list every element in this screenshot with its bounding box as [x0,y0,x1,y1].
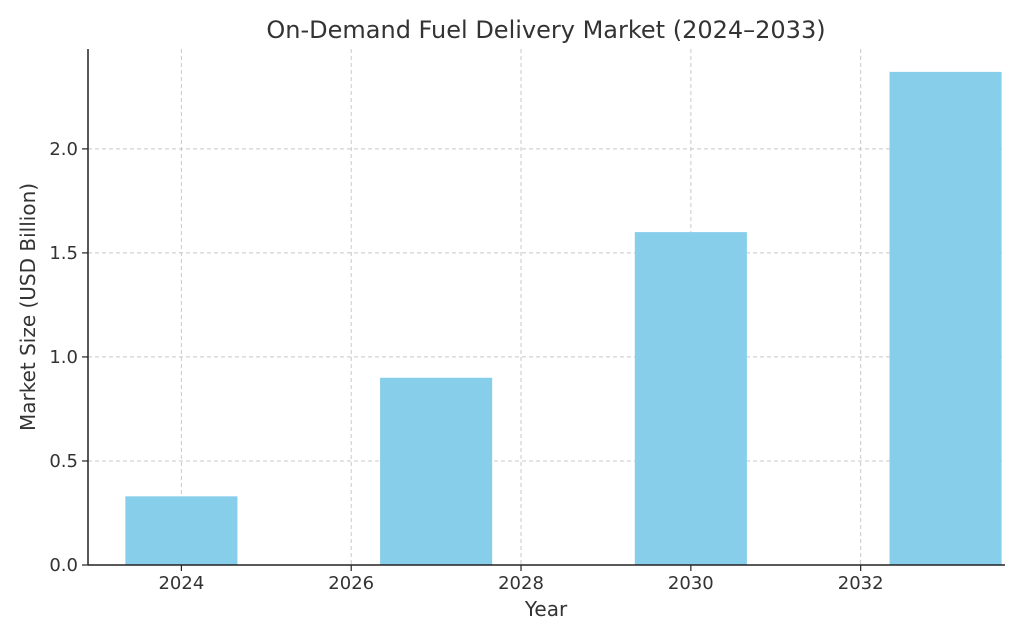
x-tick-label: 2030 [668,573,714,594]
y-tick-label: 1.5 [49,243,78,264]
x-ticks: 2024 2026 2028 2030 2032 [158,565,884,594]
y-tick-label: 0.0 [49,555,78,576]
x-axis-label: Year [524,597,568,621]
x-tick-label: 2026 [328,573,374,594]
bar [125,496,238,565]
x-tick-label: 2024 [158,573,204,594]
axes [87,49,1005,566]
chart-title: On-Demand Fuel Delivery Market (2024–203… [266,16,825,44]
grid [88,49,1005,565]
bar [889,71,1002,566]
y-tick-label: 0.5 [49,451,78,472]
x-tick-label: 2028 [498,573,544,594]
y-tick-label: 1.0 [49,347,78,368]
bar [380,377,493,565]
bars [125,71,1002,566]
bar [634,232,747,565]
y-ticks: 0.0 0.5 1.0 1.5 2.0 [49,139,88,576]
y-tick-label: 2.0 [49,139,78,160]
x-tick-label: 2032 [838,573,884,594]
y-axis-label: Market Size (USD Billion) [16,183,40,431]
